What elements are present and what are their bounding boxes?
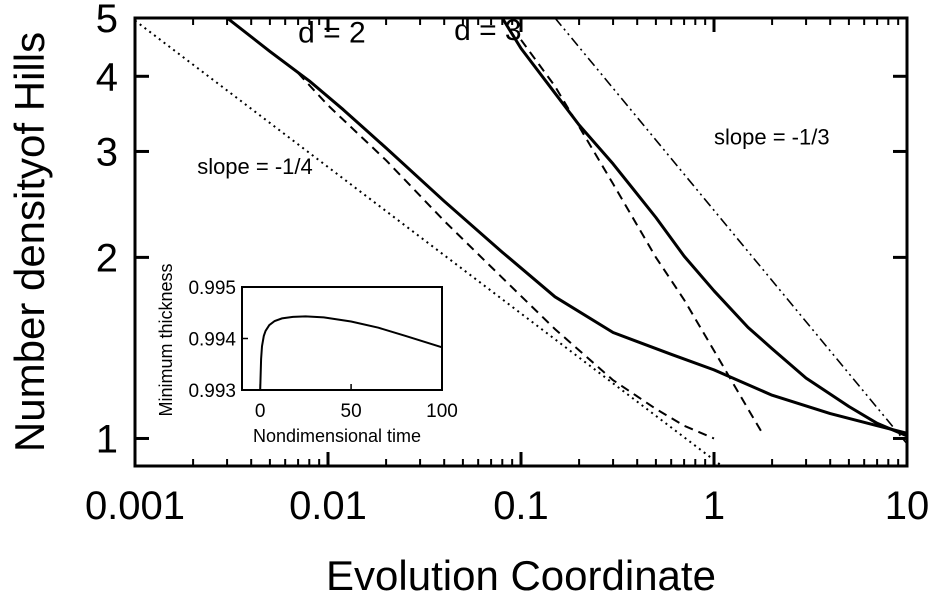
ticks-layer: 0.001 0.01 0.1 1 10 1 2 3 4 5 [85,0,929,528]
inset-series-layer [259,315,443,391]
inset-y-tick-label: 0.995 [188,278,236,299]
inset-chart: 0 50 100 0.993 0.994 0.995 Nondimensional tim… [156,263,458,446]
series-line-solid-thick [501,18,907,438]
inset-x-tick-label: 50 [341,401,362,422]
y-tick-label: 2 [96,236,118,280]
y-tick-label: 3 [96,130,118,174]
series-line-solid-thick [226,18,907,435]
x-axis-title: Evolution Coordinate [326,552,716,599]
inset-series-line [259,315,443,391]
inset-y-tick-label: 0.994 [188,330,236,351]
x-tick-label: 0.001 [85,484,185,528]
annotation-label: slope = -1/3 [714,125,830,150]
inset-x-tick-label: 100 [426,401,458,422]
inset-x-tick-label: 0 [255,401,266,422]
annotation-label: slope = -1/4 [197,154,313,179]
annotation-layer: d = 2 d = 3 slope = -1/4 slope = -1/3 [197,14,829,179]
y-axis-title: Number densityof Hills [6,32,53,452]
y-tick-label: 1 [96,417,118,461]
series-line-dash-dot [554,18,907,445]
inset-y-axis-title: Minimum thickness [156,263,176,416]
inset-y-tick-label: 0.993 [188,381,236,402]
plot-frame [133,16,909,468]
series-line-dashed [520,39,762,432]
inset-background [231,267,448,392]
x-tick-label: 0.1 [493,484,549,528]
inset-ticks-layer: 0 50 100 0.993 0.994 0.995 [188,278,457,422]
y-tick-label: 4 [96,55,118,99]
annotation-label: d = 3 [454,14,522,47]
inset-x-axis-title: Nondimensional time [253,426,421,446]
series-line-dashed [297,72,715,440]
series-layer [135,18,907,466]
x-tick-label: 0.01 [289,484,367,528]
y-tick-label: 5 [96,0,118,41]
annotation-label: d = 2 [298,17,366,50]
x-tick-label: 10 [885,484,930,528]
x-tick-label: 1 [703,484,725,528]
